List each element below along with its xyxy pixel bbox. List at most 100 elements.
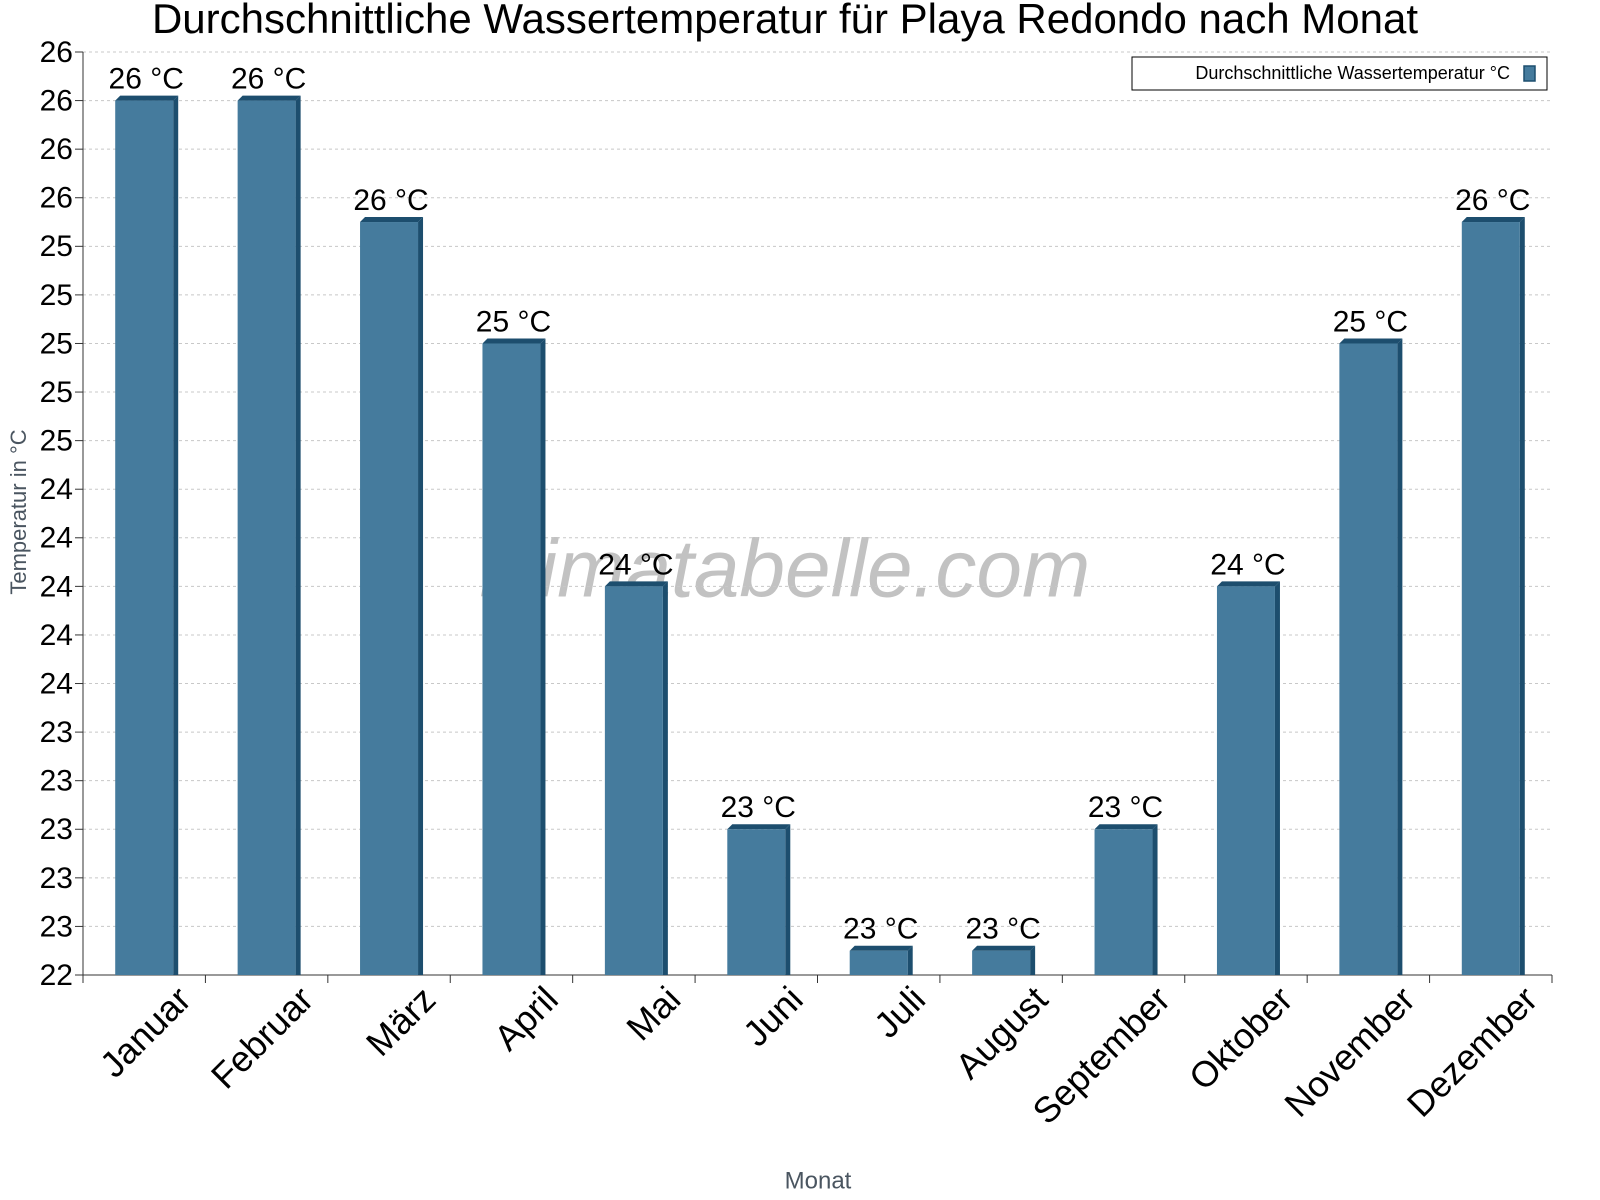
bar-group xyxy=(1216,581,1280,975)
value-label: 24 °C xyxy=(598,548,673,581)
bar-top xyxy=(727,824,791,830)
y-tick-label: 25 xyxy=(40,376,73,409)
bar xyxy=(604,586,663,975)
bar-top xyxy=(1339,338,1403,344)
bar xyxy=(237,100,296,975)
y-tick-label: 26 xyxy=(40,85,73,118)
watermark: klimatabelle.com xyxy=(480,524,1091,615)
value-label: 26 °C xyxy=(109,63,184,96)
bar-group xyxy=(360,217,424,976)
value-label: 24 °C xyxy=(1210,548,1285,581)
bar-side xyxy=(907,945,913,975)
bar-side xyxy=(785,824,791,975)
bar-side xyxy=(1397,338,1403,975)
x-axis-label: Monat xyxy=(785,1167,852,1194)
bar xyxy=(1094,829,1153,975)
y-tick-label: 25 xyxy=(40,327,73,360)
x-tick-label: April xyxy=(486,978,566,1058)
bar-side xyxy=(173,95,179,975)
x-tick-label: Dezember xyxy=(1399,978,1545,1124)
bar-group xyxy=(115,95,179,975)
y-tick-label: 23 xyxy=(40,765,73,798)
x-tick-label: November xyxy=(1276,978,1422,1124)
bar xyxy=(849,950,908,975)
bar-group xyxy=(1461,217,1525,976)
value-label: 23 °C xyxy=(721,791,796,824)
y-tick-label: 24 xyxy=(40,473,73,506)
value-label: 26 °C xyxy=(231,63,306,96)
value-label: 23 °C xyxy=(965,913,1040,946)
bar-top xyxy=(1216,581,1280,587)
bar-top xyxy=(360,217,424,223)
bar-group xyxy=(1339,338,1403,975)
bar xyxy=(727,829,786,975)
x-tick-label: Februar xyxy=(203,978,321,1096)
value-label: 25 °C xyxy=(476,305,551,338)
x-tick-label: März xyxy=(358,978,444,1064)
legend-swatch xyxy=(1523,65,1536,82)
value-label: 26 °C xyxy=(353,184,428,217)
bar-group xyxy=(972,945,1036,975)
x-tick-label: Juni xyxy=(735,978,811,1054)
value-label: 26 °C xyxy=(1455,184,1530,217)
bar-top xyxy=(482,338,546,344)
value-label: 25 °C xyxy=(1333,305,1408,338)
bar xyxy=(1461,222,1520,976)
bar-group xyxy=(727,824,791,975)
value-label: 23 °C xyxy=(1088,791,1163,824)
y-tick-label: 22 xyxy=(40,959,73,992)
legend-label: Durchschnittliche Wassertemperatur °C xyxy=(1195,63,1510,83)
y-tick-label: 24 xyxy=(40,667,73,700)
bar xyxy=(115,100,174,975)
y-tick-label: 25 xyxy=(40,230,73,263)
x-tick-label: Oktober xyxy=(1181,978,1301,1098)
bar-group xyxy=(482,338,546,975)
y-tick-label: 24 xyxy=(40,570,73,603)
x-tick-label: Mai xyxy=(618,978,688,1048)
y-tick-label: 26 xyxy=(40,36,73,69)
bar xyxy=(360,222,419,976)
y-tick-label: 25 xyxy=(40,425,73,458)
bar xyxy=(972,950,1031,975)
bar-top xyxy=(115,95,179,101)
bar-side xyxy=(540,338,546,975)
chart-title: Durchschnittliche Wassertemperatur für P… xyxy=(152,0,1418,42)
bar xyxy=(1339,343,1398,975)
bar-top xyxy=(1094,824,1158,830)
bar-group xyxy=(849,945,913,975)
bar-top xyxy=(972,945,1036,951)
bar-group xyxy=(237,95,301,975)
y-tick-label: 23 xyxy=(40,716,73,749)
bar-top xyxy=(237,95,301,101)
legend-box xyxy=(1131,56,1548,91)
y-tick-label: 24 xyxy=(40,619,73,652)
bar-side xyxy=(662,581,668,975)
bar-side xyxy=(418,217,424,976)
bar-side xyxy=(295,95,301,975)
bar-side xyxy=(1274,581,1280,975)
value-label: 23 °C xyxy=(843,913,918,946)
y-tick-label: 26 xyxy=(40,182,73,215)
bar xyxy=(1216,586,1275,975)
y-tick-label: 24 xyxy=(40,522,73,555)
y-tick-label: 26 xyxy=(40,133,73,166)
bar-top xyxy=(1461,217,1525,223)
bar-group xyxy=(1094,824,1158,975)
bar-side xyxy=(1152,824,1158,975)
y-tick-label: 23 xyxy=(40,862,73,895)
x-tick-label: August xyxy=(947,978,1055,1086)
bar xyxy=(482,343,541,975)
y-tick-label: 23 xyxy=(40,813,73,846)
bar-top xyxy=(849,945,913,951)
legend: Durchschnittliche Wassertemperatur °C xyxy=(1131,56,1548,91)
y-tick-label: 25 xyxy=(40,279,73,312)
bar-side xyxy=(1519,217,1525,976)
x-tick-label: Juli xyxy=(866,978,933,1045)
bar-side xyxy=(1030,945,1036,975)
x-tick-label: Januar xyxy=(92,978,199,1085)
bar-top xyxy=(604,581,668,587)
y-tick-label: 23 xyxy=(40,910,73,943)
y-axis-label: Temperatur in °C xyxy=(6,429,31,594)
bar-group xyxy=(604,581,668,975)
